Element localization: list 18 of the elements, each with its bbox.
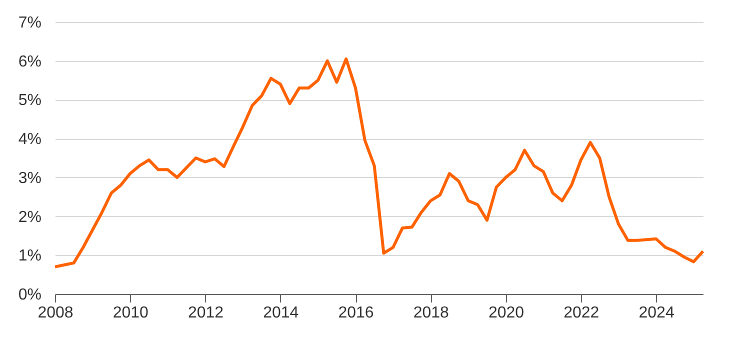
x-tick-label: 2022 bbox=[564, 304, 600, 322]
x-tick-label: 2010 bbox=[112, 304, 149, 322]
x-tick-label: 2024 bbox=[638, 304, 674, 322]
y-tick-label: 1% bbox=[18, 248, 42, 265]
x-tick-label: 2016 bbox=[338, 304, 374, 322]
y-tick-label: 4% bbox=[18, 131, 42, 148]
x-tick-label: 2020 bbox=[488, 304, 524, 322]
x-tick-label: 2014 bbox=[263, 304, 299, 322]
line-series bbox=[54, 57, 704, 268]
y-tick-label: 5% bbox=[18, 92, 42, 110]
y-tick-label: 6% bbox=[18, 53, 42, 70]
x-tick-label: 2012 bbox=[188, 304, 224, 322]
y-tick-label: 7% bbox=[18, 14, 42, 32]
y-tick-label: 0% bbox=[18, 286, 42, 304]
x-tick-label: 2018 bbox=[413, 304, 450, 322]
x-tick-label: 2008 bbox=[38, 304, 74, 322]
y-tick-label: 2% bbox=[18, 208, 42, 226]
y-tick-label: 3% bbox=[18, 170, 42, 187]
